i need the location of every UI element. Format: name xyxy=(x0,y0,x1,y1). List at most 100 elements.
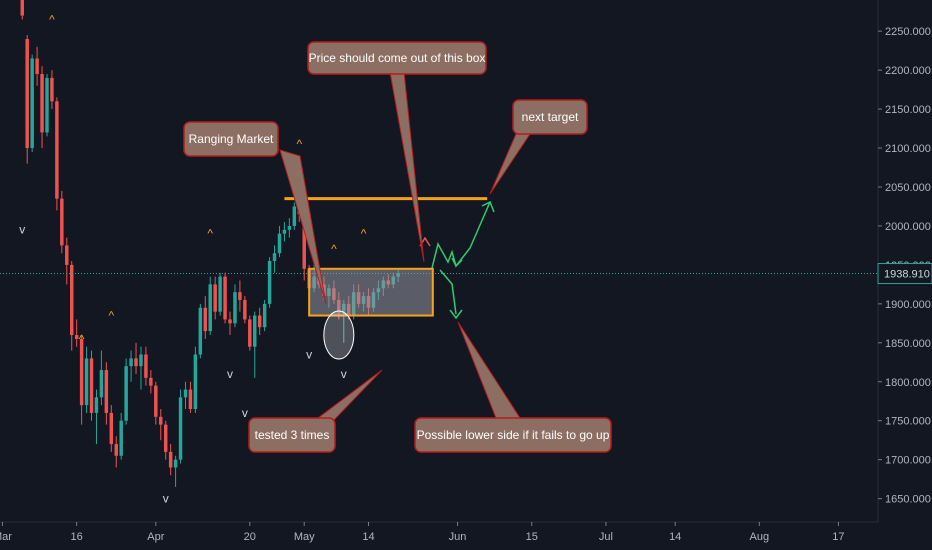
candle-body xyxy=(262,303,267,328)
candle-body xyxy=(124,366,128,421)
breakout-up-arrow xyxy=(431,201,491,269)
fractal-down-marker: v xyxy=(227,367,233,381)
candle-body xyxy=(45,77,49,133)
candle-body xyxy=(243,299,247,320)
time-tick-label: 15 xyxy=(526,531,538,543)
range-box[interactable] xyxy=(308,267,434,317)
candle-body xyxy=(272,253,277,261)
breakdown-arrow xyxy=(439,269,457,315)
candle-body xyxy=(302,206,306,269)
time-axis[interactable]: Mar 16 Apr 20 May 14 Jun 15 Jul 14 Aug 17 xyxy=(0,521,878,543)
candle-body xyxy=(292,206,297,226)
callout-text: Price should come out of this box xyxy=(309,51,486,65)
time-tick-label: Jul xyxy=(599,531,613,543)
price-tick-label: 2000.000 xyxy=(885,221,931,233)
candle-body xyxy=(104,370,109,413)
fractal-down-marker: v xyxy=(341,367,347,381)
candle-body xyxy=(223,276,227,320)
price-axis[interactable]: 2250.000 2200.000 2150.000 2100.000 2050.000… xyxy=(877,0,932,522)
candle-body xyxy=(253,315,257,347)
candle-body xyxy=(238,292,242,300)
candle-body xyxy=(89,358,94,413)
fractal-down-marker: v xyxy=(163,492,169,506)
time-tick-label: May xyxy=(294,531,315,543)
drawings: Price should come out of this box next ta… xyxy=(0,41,878,453)
fractal-down-marker: v xyxy=(242,406,248,420)
callout-box xyxy=(248,417,336,453)
time-tick-label: 17 xyxy=(832,531,844,543)
candle-body xyxy=(40,74,44,133)
fractal-markers: v ^ ^ ^ v ^ v ^ v ^ v ^ v xyxy=(19,12,366,505)
candle-body xyxy=(203,307,208,332)
current-price-tag[interactable] xyxy=(877,263,932,285)
candles xyxy=(20,0,400,487)
time-tick-label: Jun xyxy=(449,531,467,543)
candle-body xyxy=(99,370,104,398)
time-tick-label: 20 xyxy=(244,531,256,543)
time-tick-label: 14 xyxy=(669,531,681,543)
candle-body xyxy=(267,261,272,304)
fractal-down-marker: v xyxy=(306,347,312,361)
candle-body xyxy=(257,315,262,328)
price-tick-label: 1900.000 xyxy=(885,299,931,311)
callout[interactable]: Price should come out of this box xyxy=(307,41,487,263)
time-tick-label: 14 xyxy=(362,531,374,543)
candle-body xyxy=(173,459,178,468)
candle-body xyxy=(154,385,158,417)
candle-body xyxy=(94,397,99,413)
price-tick-label: 1850.000 xyxy=(885,338,931,350)
candle-body xyxy=(168,451,173,468)
price-tick-label: 2100.000 xyxy=(885,143,931,155)
fractal-up-marker: ^ xyxy=(296,137,302,151)
price-tick-label: 2050.000 xyxy=(885,182,931,194)
price-tick-label: 2250.000 xyxy=(885,26,931,38)
time-tick-label: Aug xyxy=(749,531,769,543)
candle-body xyxy=(144,354,148,378)
callout[interactable]: Possible lower side if it fails to go up xyxy=(414,321,612,453)
candle-body xyxy=(74,335,79,339)
price-tick-label: 1650.000 xyxy=(885,494,931,506)
test-ellipse[interactable] xyxy=(323,310,355,360)
callout-text: tested 3 times xyxy=(255,428,330,442)
candle-body xyxy=(25,38,29,149)
candle-body xyxy=(129,358,133,367)
callout[interactable]: tested 3 times xyxy=(248,369,383,453)
candle-body xyxy=(50,77,54,102)
candle-body xyxy=(287,225,292,230)
candle-body xyxy=(60,198,64,246)
fractal-up-marker: ^ xyxy=(79,332,85,346)
candle-body xyxy=(193,354,198,410)
candle-body xyxy=(233,292,237,324)
candle-body xyxy=(159,416,163,425)
breakdown-arrowhead xyxy=(449,309,463,320)
price-tick-label: 1800.000 xyxy=(885,377,931,389)
candle-body xyxy=(208,284,212,332)
fractal-up-marker: ^ xyxy=(49,12,55,26)
candle-body xyxy=(139,354,143,367)
candle-body xyxy=(218,276,222,312)
candle-body xyxy=(213,284,217,312)
callout[interactable]: Ranging Market xyxy=(183,121,327,305)
fractal-up-marker: ^ xyxy=(108,308,114,322)
candle-body xyxy=(79,338,84,406)
candle-body xyxy=(183,389,188,398)
callout-text: next target xyxy=(522,110,579,124)
candle-body xyxy=(65,245,69,265)
callout[interactable]: next target xyxy=(489,99,588,195)
candle-body xyxy=(282,229,287,234)
price-tick-label: 1750.000 xyxy=(885,416,931,428)
callout-text: Possible lower side if it fails to go up xyxy=(417,428,610,442)
price-tick-label: 2150.000 xyxy=(885,104,931,116)
candle-body xyxy=(30,58,34,149)
candle-body xyxy=(134,358,138,367)
callout-pointer xyxy=(279,149,327,305)
candle-body xyxy=(84,358,89,406)
candle-body xyxy=(119,420,123,456)
candle-body xyxy=(178,397,183,460)
time-tick-label: Apr xyxy=(147,531,164,543)
candle-body xyxy=(20,0,24,16)
pullback-arrowhead xyxy=(451,257,463,268)
fractal-down-marker: v xyxy=(19,223,25,237)
